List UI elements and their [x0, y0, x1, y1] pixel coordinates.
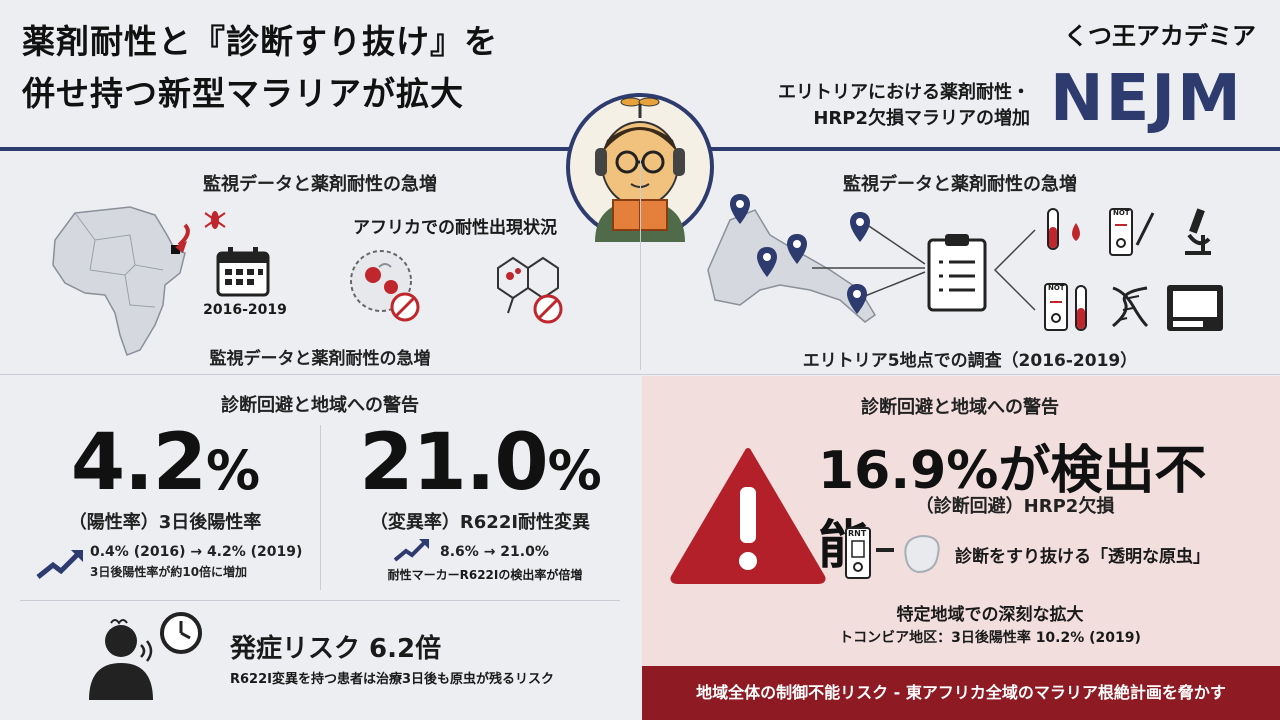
- survey-years: 2016-2019: [203, 302, 287, 318]
- mosquito-icon: [200, 205, 230, 235]
- rdt-top-label: NOT: [1113, 209, 1130, 217]
- risk-title: 発症リスク 6.2倍: [230, 634, 442, 664]
- eritrea-panel-title: 監視データと薬剤耐性の急増: [843, 174, 1077, 195]
- location-pin-icon: [845, 282, 869, 316]
- stat2-unit: %: [547, 439, 602, 502]
- africa-map-icon: [52, 206, 190, 356]
- warning-triangle-icon: [668, 445, 828, 585]
- divider-horizontal: [0, 374, 1280, 375]
- transparent-parasite-label: 診断をすり抜ける「透明な原虫」: [955, 547, 1210, 567]
- dash-connector: [876, 548, 894, 552]
- transparent-parasite-icon: [896, 528, 946, 578]
- location-pin-icon: [728, 192, 752, 226]
- rdt-cassette-icon: RNT: [843, 525, 873, 580]
- page-title: 薬剤耐性と『診断すり抜け』を 併せ持つ新型マラリアが拡大: [22, 16, 582, 120]
- subheading: エリトリアにおける薬剤耐性・ HRP2欠損マラリアの増加: [730, 80, 1030, 132]
- stat2-note: 耐性マーカーR622Iの検出率が倍増: [387, 568, 583, 582]
- stat1-value: 4.2%: [40, 418, 290, 508]
- trend-up-icon: [35, 547, 85, 581]
- stat1-trend-block: 0.4% (2016) → 4.2% (2019) 3日後陽性率が約10倍に増加: [90, 542, 320, 582]
- subhead-line-1: エリトリアにおける薬剤耐性・: [778, 82, 1030, 103]
- rdt-test-icon: NOT: [1105, 205, 1160, 260]
- stat1-unit: %: [206, 439, 260, 502]
- microscope-icon: [1175, 205, 1220, 260]
- dna-icon: [1105, 282, 1155, 332]
- stat2-number: 21.0: [359, 418, 548, 508]
- header-rule-right: [705, 147, 1280, 151]
- stat1-number: 4.2: [70, 418, 207, 508]
- africa-panel-bottom-label: 監視データと薬剤耐性の急増: [209, 349, 431, 369]
- alert-headline: 16.9%が検出不能: [818, 441, 1207, 576]
- location-pin-icon: [848, 210, 872, 244]
- header-rule-left: [0, 147, 575, 151]
- survey-label: エリトリア5地点での調査（2016-2019）: [802, 351, 1138, 371]
- blood-sample-icon: [1040, 205, 1090, 255]
- region-note: トコンビア地区：3日後陽性率 10.2% (2019): [839, 630, 1141, 646]
- stat2-trend: 8.6% → 21.0%: [440, 544, 549, 560]
- trend-up-icon: [392, 537, 432, 563]
- africa-map: [35, 195, 205, 365]
- eritrea-map-icon: [707, 209, 926, 323]
- stat2-value: 21.0%: [340, 418, 620, 508]
- divider-vertical-top: [640, 160, 641, 370]
- stats-panel-title: 診断回避と地域への警告: [221, 395, 419, 416]
- divider-stats: [320, 425, 321, 590]
- alert-panel-title: 診断回避と地域への警告: [861, 397, 1059, 418]
- stat1-note: 3日後陽性率が約10倍に増加: [90, 565, 248, 579]
- connector-lines: [990, 225, 1040, 315]
- lab-analyzer-icon: [1165, 283, 1225, 333]
- alert-sub: （診断回避）HRP2欠損: [915, 496, 1115, 517]
- title-line-1: 薬剤耐性と『診断すり抜け』を: [22, 22, 498, 61]
- location-pin-icon: [785, 232, 809, 266]
- divider-risk: [20, 600, 620, 601]
- rdt-label: RNT: [848, 529, 867, 538]
- subhead-line-2: HRP2欠損マラリアの増加: [813, 108, 1030, 129]
- risk-note: R622I変異を持つ患者は治療3日後も原虫が残るリスク: [230, 672, 555, 687]
- title-line-2: 併せ持つ新型マラリアが拡大: [22, 74, 464, 113]
- location-pin-icon: [755, 245, 779, 279]
- stat1-trend: 0.4% (2016) → 4.2% (2019): [90, 544, 303, 560]
- journal-logo: NEJM: [1050, 62, 1243, 136]
- footer-warning: 地域全体の制御不能リスク - 東アフリカ全域のマラリア根絶計画を脅かす: [642, 666, 1280, 720]
- artemisinin-molecule-icon: [478, 243, 568, 328]
- eritrea-map: [700, 190, 930, 340]
- clipboard-icon: [925, 232, 989, 312]
- brand-name: くつ王アカデミア: [1064, 22, 1256, 50]
- region-title: 特定地域での深刻な拡大: [896, 605, 1084, 625]
- calendar-icon: [215, 245, 271, 297]
- resistance-label: アフリカでの耐性出現状況: [353, 218, 557, 238]
- stat1-label: （陽性率）3日後陽性率: [68, 512, 262, 533]
- rdt-with-tube-icon: NOT: [1040, 280, 1095, 335]
- sick-person-icon: [85, 615, 165, 700]
- clock-icon: [158, 610, 204, 656]
- africa-panel-title: 監視データと薬剤耐性の急増: [203, 174, 437, 195]
- parasite-cell-icon: [345, 245, 425, 325]
- rdt-bottom-label: NOT: [1048, 284, 1065, 292]
- stat2-label: （変異率）R622I耐性変異: [369, 512, 591, 533]
